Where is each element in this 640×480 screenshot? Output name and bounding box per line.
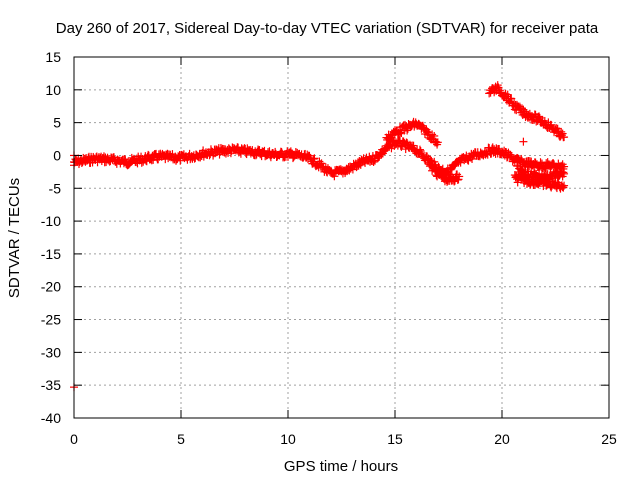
x-axis-ticks: 0 5 10 15 20 25 — [70, 57, 617, 447]
data-point — [520, 107, 529, 116]
series-band-high-afternoon — [485, 81, 569, 142]
data-point — [535, 112, 544, 121]
x-tick-label: 20 — [494, 431, 510, 447]
y-tick-label: 15 — [45, 49, 61, 65]
x-tick-label: 0 — [70, 431, 78, 447]
data-point — [488, 143, 497, 152]
data-point — [560, 181, 569, 190]
y-tick-label: 0 — [53, 147, 61, 163]
data-point — [305, 151, 314, 160]
data-point — [534, 180, 543, 189]
data-point — [121, 156, 130, 165]
data-point — [369, 157, 378, 166]
data-point — [430, 131, 439, 140]
data-point — [310, 154, 319, 163]
data-point — [433, 138, 442, 147]
y-tick-label: -35 — [41, 377, 61, 393]
data-point — [386, 135, 395, 144]
data-point — [415, 145, 424, 154]
data-point — [176, 156, 185, 165]
data-point — [557, 127, 566, 136]
y-tick-label: -40 — [41, 410, 61, 426]
y-tick-label: 5 — [53, 115, 61, 131]
grid — [74, 57, 609, 418]
series-band-bottom-afternoon — [510, 171, 569, 193]
data-point — [560, 169, 569, 178]
series-band-lower-mid — [425, 160, 464, 186]
x-axis-title: GPS time / hours — [284, 458, 398, 475]
data-point — [403, 126, 412, 135]
data-point — [507, 94, 516, 103]
x-tick-label: 10 — [280, 431, 296, 447]
y-tick-label: -10 — [41, 213, 61, 229]
plot-frame — [73, 56, 610, 419]
y-tick-label: -5 — [49, 180, 62, 196]
data-point — [409, 141, 418, 150]
data-point — [559, 183, 568, 192]
series-band-upper-hump — [382, 117, 442, 149]
y-tick-label: -25 — [41, 312, 61, 328]
y-axis-title: SDTVAR / TECUs — [6, 178, 23, 298]
data-point — [540, 116, 549, 125]
chart-title: Day 260 of 2017, Sidereal Day-to-day VTE… — [56, 20, 599, 37]
series-band-main — [70, 136, 569, 181]
data-point — [453, 175, 462, 184]
data-point — [519, 137, 528, 146]
y-tick-label: -30 — [41, 344, 61, 360]
x-tick-label: 25 — [601, 431, 617, 447]
y-axis-ticks: 15 10 5 0 -5 -10 -15 -20 -25 -30 -35 -40 — [41, 49, 609, 426]
data-point — [309, 155, 318, 164]
y-tick-label: -20 — [41, 279, 61, 295]
data-point — [560, 162, 569, 171]
y-tick-label: 10 — [45, 82, 61, 98]
data-point — [277, 148, 286, 157]
x-tick-label: 15 — [387, 431, 403, 447]
data-point — [560, 133, 569, 142]
data-point — [330, 172, 339, 181]
data-point — [558, 129, 567, 138]
data-point — [547, 120, 556, 129]
y-tick-label: -15 — [41, 246, 61, 262]
data-point — [396, 128, 405, 137]
data-point — [251, 151, 260, 160]
data-points — [70, 81, 569, 392]
data-point — [450, 177, 459, 186]
data-point — [455, 172, 464, 181]
data-point — [559, 168, 568, 177]
data-point — [120, 155, 129, 164]
data-point — [416, 147, 425, 156]
x-tick-label: 5 — [177, 431, 185, 447]
